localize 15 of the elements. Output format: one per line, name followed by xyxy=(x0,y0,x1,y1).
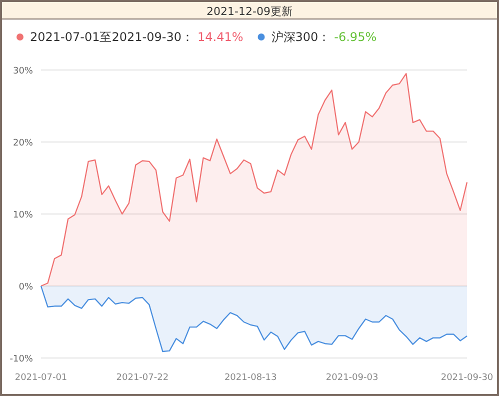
text: -6.95% xyxy=(334,30,377,44)
chart-title: 2021-12-09更新 xyxy=(206,5,292,18)
text: 14.41% xyxy=(197,30,244,44)
y-tick-label: 20% xyxy=(12,138,34,148)
x-tick-label: 2021-09-30 xyxy=(440,373,494,383)
y-tick-label: 0% xyxy=(18,282,34,292)
y-tick-label: -10% xyxy=(10,354,34,364)
x-tick-label: 2021-08-13 xyxy=(224,373,277,383)
x-tick-label: 2021-09-03 xyxy=(326,373,378,383)
legend-label: 2021-07-01至2021-09-30： xyxy=(30,30,194,44)
x-tick-label: 2021-07-22 xyxy=(116,373,169,383)
x-tick-label: 2021-07-01 xyxy=(14,373,68,383)
legend-label: 沪深300： xyxy=(271,30,330,44)
y-tick-label: 10% xyxy=(12,210,34,220)
y-tick-label: 30% xyxy=(12,66,34,76)
